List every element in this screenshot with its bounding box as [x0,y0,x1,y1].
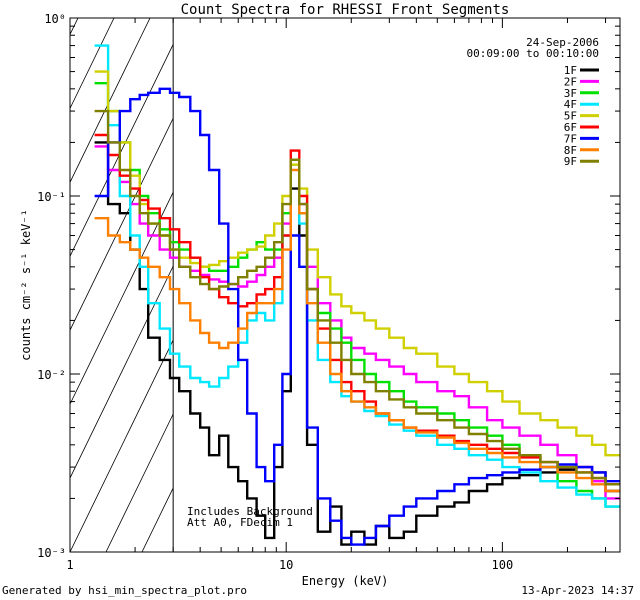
annotation-attenuator: Att A0, FDecim 1 [187,516,293,529]
x-tick-label: 10 [279,558,293,572]
x-tick-label: 1 [66,558,73,572]
plot-frame [69,17,621,553]
x-axis-label: Energy (keV) [302,574,389,588]
footer-timestamp: 13-Apr-2023 14:37 [521,584,634,597]
legend-label: 3F [564,87,577,100]
time-range-label: 00:09:00 to 00:10:00 [467,47,599,60]
date-label: 24-Sep-2006 [526,36,599,49]
axis-tick-labels: 1 10 100 10⁰ 10⁻¹ 10⁻² 10⁻³ [37,12,513,572]
legend-label: 8F [564,144,577,157]
series-7F [94,87,620,546]
series-9F [94,109,620,486]
annotation-background: Includes Background [187,505,313,518]
hatch-line [105,413,174,552]
legend-label: 1F [564,64,577,77]
footer-generated-by: Generated by hsi_min_spectra_plot.pro [2,584,248,597]
hatch-line [70,43,174,258]
hatch-line [70,18,151,184]
hatch-line [70,117,174,332]
hatch-line [70,191,174,406]
hatch-line [70,18,79,36]
legend-label: 9F [564,155,577,168]
series-6F [94,133,620,486]
y-axis-label: counts cm⁻² s⁻¹ keV⁻¹ [19,209,33,361]
hatch-line [70,18,115,110]
y-tick-label: 10⁰ [44,12,66,26]
hatch-line [70,339,174,552]
hatch-line [214,18,474,552]
chart-title: Count Spectra for RHESSI Front Segments [181,2,510,18]
legend-label: 5F [564,110,577,123]
y-tick-label: 10⁻² [37,368,66,382]
legend-label: 4F [564,98,577,111]
series-layer [94,44,620,546]
y-tick-label: 10⁻¹ [37,190,66,204]
legend-label: 2F [564,75,577,88]
hatch-line [0,18,6,552]
hatch-line [70,265,174,479]
legend-label: 6F [564,121,577,134]
series-1F [94,141,620,546]
hatch-line [250,18,510,552]
x-tick-label: 100 [492,558,514,572]
y-tick-label: 10⁻³ [37,546,66,560]
axis-ticks [69,18,620,553]
legend-label: 7F [564,132,577,145]
hatch-region [0,18,510,552]
series-4F [94,44,620,508]
